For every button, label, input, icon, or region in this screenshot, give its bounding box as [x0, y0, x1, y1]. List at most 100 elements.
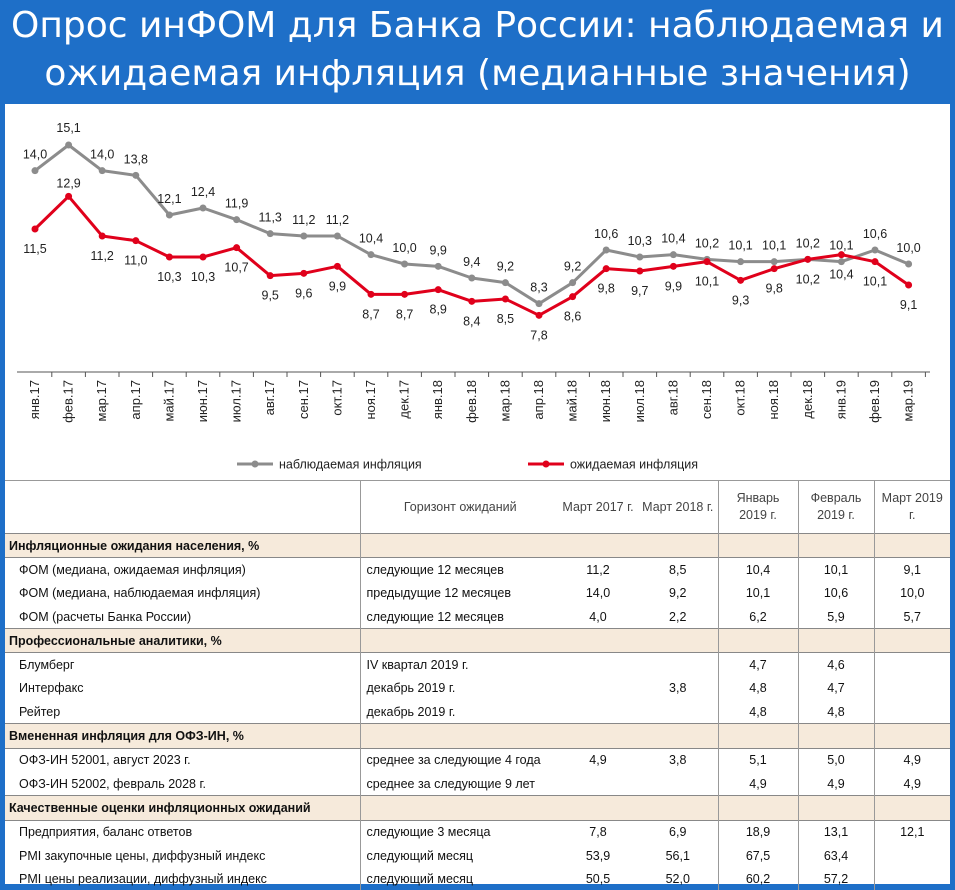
- row-label: Блумберг: [19, 658, 75, 673]
- expected-point: [703, 258, 711, 266]
- expected-data-label: 9,1: [900, 298, 917, 312]
- table-row: Рейтер декабрь 2019 г. 4,8 4,8: [5, 700, 950, 724]
- expected-data-label: 10,4: [829, 268, 853, 282]
- row-horizon: следующие 3 месяца: [359, 820, 558, 844]
- row-horizon: среднее за следующие 9 лет: [359, 771, 558, 796]
- section-blank-cell: [558, 723, 638, 749]
- row-value: [873, 867, 950, 890]
- header-column-label: Март 2017 г.: [562, 499, 634, 514]
- observed-data-label: 10,0: [896, 241, 920, 255]
- expected-data-label: 11,2: [90, 249, 113, 263]
- observed-point: [569, 279, 577, 287]
- x-tick-label: июл.17: [229, 380, 244, 422]
- observed-point: [602, 246, 610, 254]
- row-label: ФОМ (медиана, наблюдаемая инфляция): [19, 586, 261, 601]
- row-value: [638, 772, 718, 796]
- expected-point: [31, 225, 39, 233]
- section-blank-cell: [797, 628, 874, 653]
- row-value: 4,8: [717, 676, 798, 701]
- expected-point: [737, 276, 745, 284]
- row-value: 4,6: [797, 652, 874, 677]
- row-value: [873, 700, 950, 724]
- expected-data-label: 9,3: [732, 293, 749, 307]
- row-value: 52,0: [665, 871, 690, 886]
- observed-point: [98, 167, 106, 175]
- header-blank-cell: [5, 481, 360, 534]
- row-label: ОФЗ-ИН 52001, август 2023 г.: [19, 753, 191, 768]
- row-value: [638, 700, 718, 724]
- x-tick-label: дек.18: [800, 380, 815, 419]
- observed-data-label: 10,4: [661, 232, 685, 246]
- row-value: [638, 653, 718, 677]
- section-blank-cell: [558, 533, 638, 558]
- x-tick-label: ноя.18: [766, 380, 781, 420]
- row-value: [873, 843, 950, 868]
- expectations-table: Горизонт ожиданий Март 2017 г. Март 2018 г…: [5, 480, 950, 890]
- observed-data-label: 11,3: [258, 211, 281, 225]
- table-row: ОФЗ-ИН 52002, февраль 2028 г. среднее за …: [5, 771, 950, 796]
- row-value: 10,1: [717, 581, 798, 605]
- expected-data-label: 11,5: [23, 242, 46, 256]
- expected-point: [804, 255, 812, 263]
- section-title: Качественные оценки инфляционных ожидани…: [5, 795, 360, 821]
- observed-point: [905, 260, 913, 268]
- table-row: ОФЗ-ИН 52001, август 2023 г. среднее за с…: [5, 748, 950, 772]
- row-horizon: декабрь 2019 г.: [359, 700, 558, 724]
- legend-expected-label: ожидаемая инфляция: [570, 458, 698, 472]
- inflation-line-chart: янв.17 фев.17 мар.17 апр.17 май.17 июн.17 июл.…: [17, 121, 930, 472]
- observed-point: [266, 230, 274, 238]
- row-value: 3,8: [669, 681, 687, 696]
- section-blank-cell: [717, 795, 798, 821]
- x-tick-label: окт.18: [733, 380, 748, 416]
- observed-point: [434, 262, 442, 270]
- header-horizon: Горизонт ожиданий: [359, 480, 558, 534]
- row-label: ОФЗ-ИН 52002, февраль 2028 г.: [19, 776, 206, 791]
- row-value: 4,9: [873, 771, 950, 796]
- x-tick-label: мар.18: [497, 380, 512, 421]
- expected-point: [602, 265, 610, 273]
- row-value: 56,1: [665, 848, 690, 863]
- expected-data-label: 10,2: [796, 272, 820, 286]
- observed-point: [770, 258, 778, 266]
- observed-data-label: 13,8: [124, 152, 148, 166]
- expected-data-label: 10,7: [224, 261, 248, 275]
- x-tick-label: май.17: [161, 380, 176, 422]
- row-value: [873, 676, 950, 701]
- row-value: 14,0: [585, 586, 611, 601]
- legend-expected-marker: [542, 460, 550, 468]
- row-value: 4,7: [717, 652, 798, 677]
- observed-data-label: 10,2: [695, 236, 719, 250]
- x-tick-label: янв.19: [833, 380, 848, 419]
- content-panel: янв.17 фев.17 мар.17 апр.17 май.17 июн.17 июл.…: [5, 104, 950, 890]
- expected-data-label: 10,1: [695, 275, 719, 289]
- section-blank-cell: [873, 628, 950, 653]
- observed-point: [837, 258, 845, 266]
- observed-data-label: 9,4: [463, 255, 480, 269]
- header-column-label: Март 2019 г.: [873, 480, 950, 534]
- row-value: 10,6: [797, 581, 874, 605]
- section-title: Инфляционные ожидания населения, %: [5, 533, 360, 558]
- section-blank-cell: [638, 795, 718, 821]
- expected-point: [434, 286, 442, 294]
- row-value: 4,9: [797, 771, 874, 796]
- row-value: 4,7: [797, 676, 874, 701]
- x-tick-label: фев.19: [867, 380, 882, 423]
- observed-point: [31, 167, 39, 175]
- row-value: 10,4: [717, 557, 798, 582]
- row-horizon: предыдущие 12 месяцев: [359, 581, 558, 605]
- banner-title-line-2: ожидаемая инфляция (медианные значения): [44, 53, 911, 94]
- expected-point: [132, 237, 140, 245]
- section-header-row: Инфляционные ожидания населения, %: [5, 533, 950, 558]
- row-value: [558, 772, 638, 796]
- observed-data-label: 10,1: [762, 239, 786, 253]
- observed-data-label: 10,6: [594, 227, 618, 241]
- observed-data-label: 11,9: [225, 197, 248, 211]
- x-tick-label: июл.18: [632, 380, 647, 422]
- expected-point: [501, 295, 509, 303]
- row-value: 57,2: [797, 867, 874, 890]
- table-row: ФОМ (расчеты Банка России) следующие 12 м…: [5, 604, 950, 629]
- x-tick-label: янв.17: [27, 380, 42, 419]
- section-header-row: Вмененная инфляция для ОФЗ-ИН, %: [5, 723, 950, 749]
- x-tick-label: май.18: [565, 380, 580, 422]
- section-blank-cell: [873, 795, 950, 821]
